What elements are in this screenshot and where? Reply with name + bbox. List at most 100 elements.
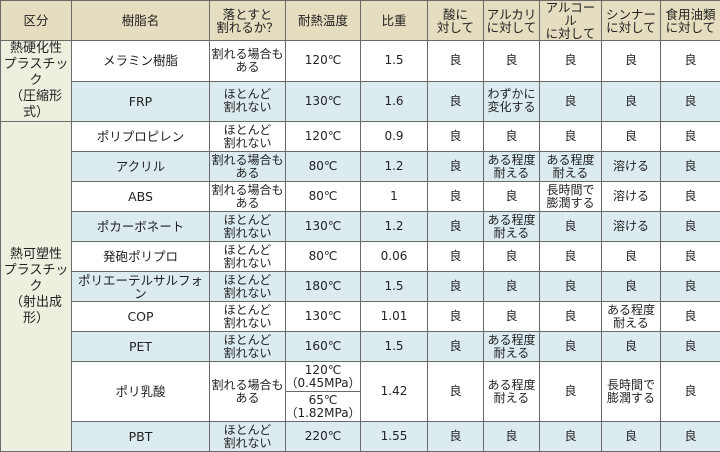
- heat-resistance-cell: 80℃: [286, 182, 361, 212]
- thinner-cell: 良: [602, 41, 661, 82]
- resin-name-cell: 発砲ポリプロ: [72, 242, 210, 272]
- heat-resistance-cell: 120℃: [286, 41, 361, 82]
- header-row: 区分樹脂名落とすと 割れるか？耐熱温度比重酸に 対してアルカリ に対してアルコー…: [1, 1, 720, 41]
- resin-name-cell: ポリ乳酸: [72, 362, 210, 422]
- thinner-cell: 良: [602, 242, 661, 272]
- heat-resistance-cell: 220℃: [286, 422, 361, 452]
- alcohol-cell: 良: [540, 302, 602, 332]
- resin-name-cell: PBT: [72, 422, 210, 452]
- resin-name-cell: アクリル: [72, 152, 210, 182]
- heat-resistance-cell: 80℃: [286, 242, 361, 272]
- heat-resistance-value: 120℃ （0.45MPa）: [286, 362, 360, 392]
- alkali-cell: 良: [484, 41, 540, 82]
- resin-name-cell: PET: [72, 332, 210, 362]
- resin-name-cell: ABS: [72, 182, 210, 212]
- drop-break-cell: ほとんど 割れない: [210, 122, 286, 152]
- alcohol-cell: 良: [540, 242, 602, 272]
- edible-oil-cell: 良: [661, 152, 720, 182]
- specific-gravity-cell: 1.2: [361, 152, 428, 182]
- alcohol-cell: 良: [540, 41, 602, 82]
- specific-gravity-cell: 1: [361, 182, 428, 212]
- category-cell: 熱可塑性 プラスチック （射出成形）: [1, 122, 72, 452]
- drop-break-cell: ほとんど 割れない: [210, 242, 286, 272]
- heat-resistance-cell: 130℃: [286, 81, 361, 122]
- header-alkali: アルカリ に対して: [484, 1, 540, 41]
- edible-oil-cell: 良: [661, 332, 720, 362]
- drop-break-cell: 割れる場合も ある: [210, 152, 286, 182]
- alkali-cell: 良: [484, 302, 540, 332]
- heat-resistance-cell: 80℃: [286, 152, 361, 182]
- header-resin-name: 樹脂名: [72, 1, 210, 41]
- header-alcohol: アルコール に対して: [540, 1, 602, 41]
- acid-cell: 良: [428, 302, 484, 332]
- specific-gravity-cell: 1.6: [361, 81, 428, 122]
- drop-break-cell: 割れる場合も ある: [210, 41, 286, 82]
- heat-resistance-cell: 130℃: [286, 302, 361, 332]
- alkali-cell: 良: [484, 242, 540, 272]
- drop-break-cell: ほとんど 割れない: [210, 212, 286, 242]
- alkali-cell: 良: [484, 272, 540, 302]
- header-drop-break: 落とすと 割れるか？: [210, 1, 286, 41]
- specific-gravity-cell: 1.5: [361, 332, 428, 362]
- header-edible-oil: 食用油類 に対して: [661, 1, 720, 41]
- edible-oil-cell: 良: [661, 212, 720, 242]
- specific-gravity-cell: 1.55: [361, 422, 428, 452]
- edible-oil-cell: 良: [661, 182, 720, 212]
- heat-resistance-cell: 160℃: [286, 332, 361, 362]
- thinner-cell: 長時間で 膨潤する: [602, 362, 661, 422]
- specific-gravity-cell: 0.06: [361, 242, 428, 272]
- edible-oil-cell: 良: [661, 362, 720, 422]
- alkali-cell: ある程度 耐える: [484, 152, 540, 182]
- thinner-cell: 良: [602, 81, 661, 122]
- thinner-cell: 良: [602, 122, 661, 152]
- edible-oil-cell: 良: [661, 272, 720, 302]
- acid-cell: 良: [428, 41, 484, 82]
- resin-name-cell: ポリエーテルサルフォン: [72, 272, 210, 302]
- drop-break-cell: ほとんど 割れない: [210, 332, 286, 362]
- edible-oil-cell: 良: [661, 122, 720, 152]
- edible-oil-cell: 良: [661, 422, 720, 452]
- heat-resistance-cell: 120℃ （0.45MPa）65℃ （1.82MPa）: [286, 362, 361, 422]
- resin-name-cell: ポリプロピレン: [72, 122, 210, 152]
- specific-gravity-cell: 1.5: [361, 41, 428, 82]
- drop-break-cell: ほとんど 割れない: [210, 81, 286, 122]
- thinner-cell: 溶ける: [602, 182, 661, 212]
- acid-cell: 良: [428, 212, 484, 242]
- drop-break-cell: 割れる場合も ある: [210, 362, 286, 422]
- thinner-cell: 良: [602, 332, 661, 362]
- alkali-cell: わずかに 変化する: [484, 81, 540, 122]
- alcohol-cell: ある程度 耐える: [540, 152, 602, 182]
- heat-resistance-cell: 130℃: [286, 212, 361, 242]
- alcohol-cell: 良: [540, 81, 602, 122]
- drop-break-cell: ほとんど 割れない: [210, 302, 286, 332]
- acid-cell: 良: [428, 362, 484, 422]
- thinner-cell: 良: [602, 422, 661, 452]
- drop-break-cell: ほとんど 割れない: [210, 272, 286, 302]
- acid-cell: 良: [428, 332, 484, 362]
- resin-name-cell: COP: [72, 302, 210, 332]
- alkali-cell: ある程度 耐える: [484, 332, 540, 362]
- header-specific-gravity: 比重: [361, 1, 428, 41]
- alcohol-cell: 良: [540, 272, 602, 302]
- edible-oil-cell: 良: [661, 41, 720, 82]
- alkali-cell: 良: [484, 422, 540, 452]
- specific-gravity-cell: 0.9: [361, 122, 428, 152]
- alcohol-cell: 長時間で 膨潤する: [540, 182, 602, 212]
- alcohol-cell: 良: [540, 212, 602, 242]
- drop-break-cell: ほとんど 割れない: [210, 422, 286, 452]
- acid-cell: 良: [428, 182, 484, 212]
- resin-name-cell: FRP: [72, 81, 210, 122]
- header-acid: 酸に 対して: [428, 1, 484, 41]
- thinner-cell: 溶ける: [602, 212, 661, 242]
- alkali-cell: 良: [484, 182, 540, 212]
- acid-cell: 良: [428, 422, 484, 452]
- acid-cell: 良: [428, 152, 484, 182]
